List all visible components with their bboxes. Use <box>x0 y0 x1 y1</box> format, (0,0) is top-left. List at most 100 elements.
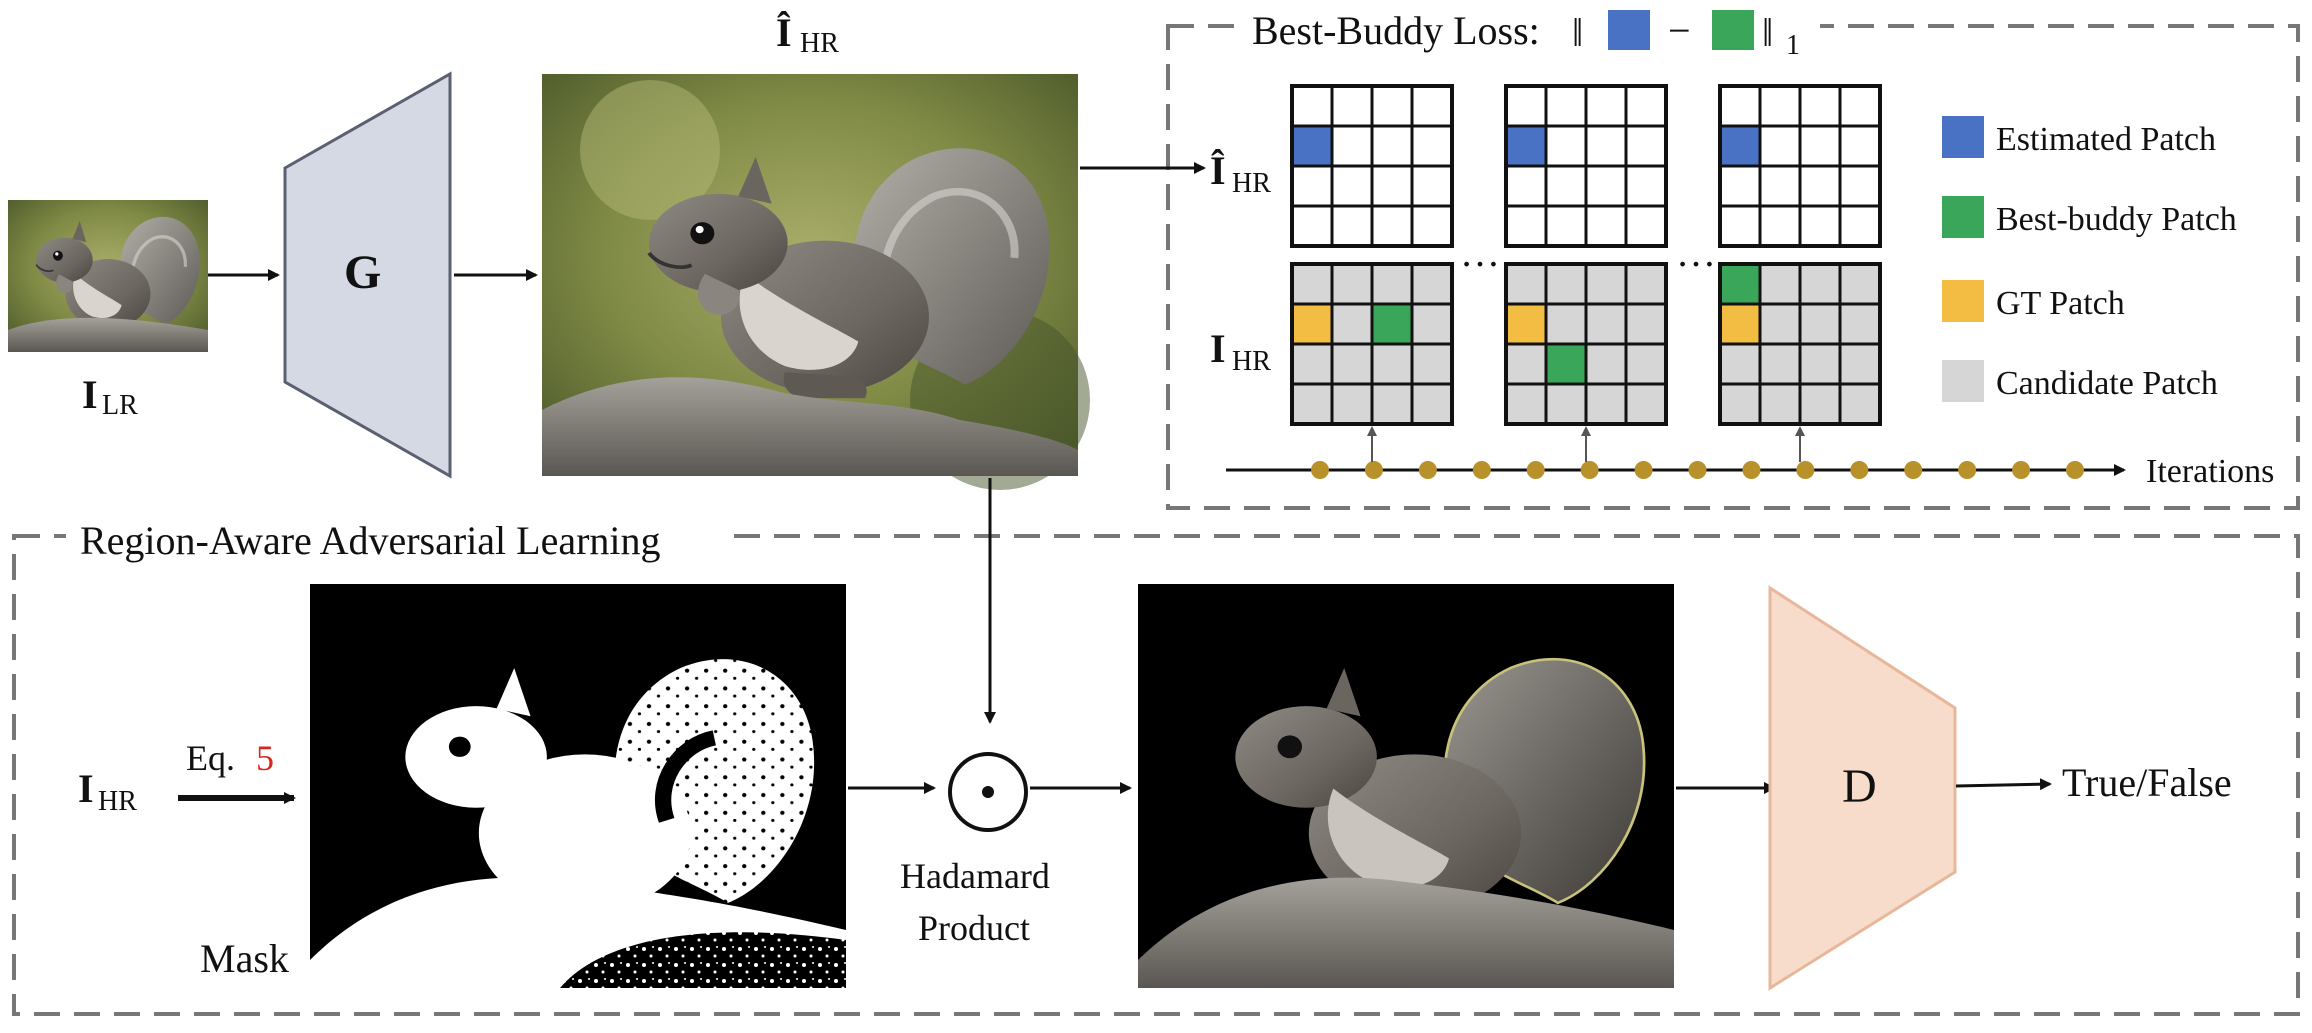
candidate-patch <box>1504 382 1548 426</box>
gt-patch <box>1504 302 1548 346</box>
mask-image <box>310 584 846 988</box>
candidate-patch <box>1624 382 1668 426</box>
title-estimated-patch-swatch <box>1608 10 1650 50</box>
candidate-patch <box>1370 382 1414 426</box>
empty-patch <box>1410 204 1454 248</box>
empty-patch <box>1410 164 1454 208</box>
grid-2-sr <box>1504 84 1668 248</box>
iteration-dot <box>1472 461 1491 479</box>
empty-patch <box>1290 164 1334 208</box>
candidate-patch <box>1544 302 1588 346</box>
ellipsis-1: … <box>1460 230 1500 275</box>
empty-patch <box>1544 124 1588 168</box>
empty-patch <box>1798 84 1842 128</box>
candidate-patch <box>1290 382 1334 426</box>
candidate-patch <box>1718 342 1762 386</box>
grid-outline <box>1504 262 1668 426</box>
sr-label: Î <box>776 10 792 55</box>
empty-patch <box>1504 164 1548 208</box>
empty-patch <box>1838 84 1882 128</box>
region-aware-title: Region-Aware Adversarial Learning <box>80 518 661 563</box>
candidate-patch <box>1798 342 1842 386</box>
empty-patch <box>1624 84 1668 128</box>
candidate-patch <box>1718 382 1762 426</box>
empty-patch <box>1330 124 1374 168</box>
hr-input-label: I <box>78 766 94 811</box>
candidate-patch <box>1624 262 1668 306</box>
grid-2-hr <box>1504 262 1668 426</box>
candidate-patch <box>1410 302 1454 346</box>
legend-label: Estimated Patch <box>1996 121 2216 158</box>
candidate-patch <box>1798 382 1842 426</box>
gt-patch <box>1290 302 1334 346</box>
region-aware-frame <box>12 534 2300 1016</box>
grid-1-hr <box>1290 262 1454 426</box>
empty-patch <box>1544 204 1588 248</box>
lr-label: I <box>82 372 98 417</box>
empty-patch <box>1290 84 1334 128</box>
candidate-patch <box>1370 262 1414 306</box>
best-buddy-patch <box>1370 302 1414 346</box>
grid-3-sr <box>1718 84 1882 248</box>
candidate-patch <box>1838 302 1882 346</box>
iteration-dot <box>1418 461 1437 479</box>
iteration-dot <box>2012 461 2031 479</box>
hadamard-label-line1: Hadamard <box>900 856 1050 896</box>
grid-outline <box>1290 84 1454 248</box>
empty-patch <box>1290 204 1334 248</box>
empty-patch <box>1624 124 1668 168</box>
grid-outline <box>1504 84 1668 248</box>
candidate-patch <box>1584 382 1628 426</box>
candidate-patch <box>1290 262 1334 306</box>
empty-patch <box>1758 204 1802 248</box>
iteration-dot <box>1364 461 1383 479</box>
candidate-patch <box>1370 342 1414 386</box>
iteration-dot <box>1688 461 1707 479</box>
empty-patch <box>1798 204 1842 248</box>
iteration-dot <box>1958 461 1977 479</box>
candidate-patch <box>1838 382 1882 426</box>
empty-patch <box>1758 164 1802 208</box>
iteration-dots <box>1311 426 2084 479</box>
candidate-patch <box>1584 302 1628 346</box>
empty-patch <box>1624 164 1668 208</box>
grid-row-bottom-label: I <box>1210 326 1226 371</box>
empty-patch <box>1798 164 1842 208</box>
candidate-patch <box>1410 382 1454 426</box>
gt-patch <box>1718 302 1762 346</box>
sr-image <box>542 74 1090 490</box>
candidate-patch <box>1544 382 1588 426</box>
candidate-patch <box>1798 302 1842 346</box>
empty-patch <box>1504 204 1548 248</box>
empty-patch <box>1584 124 1628 168</box>
iteration-dot <box>1904 461 1923 479</box>
grid-row-top-sub: HR <box>1232 168 1271 199</box>
ellipsis-2: … <box>1676 230 1716 275</box>
candidate-patch <box>1758 262 1802 306</box>
patch-grids <box>1290 84 1882 426</box>
empty-patch <box>1838 204 1882 248</box>
legend-label: GT Patch <box>1996 285 2125 322</box>
estimated-patch <box>1718 124 1762 168</box>
empty-patch <box>1330 164 1374 208</box>
legend-swatch <box>1942 196 1984 238</box>
lr-image <box>8 200 208 352</box>
grid-row-bottom-sub: HR <box>1232 346 1271 377</box>
legend-swatch <box>1942 360 1984 402</box>
empty-patch <box>1370 204 1414 248</box>
empty-patch <box>1584 204 1628 248</box>
empty-patch <box>1330 204 1374 248</box>
iteration-dot <box>1311 461 1329 479</box>
empty-patch <box>1718 204 1762 248</box>
empty-patch <box>1798 124 1842 168</box>
grid-row-top-label: Î <box>1210 148 1226 193</box>
candidate-patch <box>1410 342 1454 386</box>
grid-outline <box>1718 84 1882 248</box>
discriminator-block <box>1768 585 1957 991</box>
equation-number: 5 <box>256 738 274 778</box>
candidate-patch <box>1624 342 1668 386</box>
empty-patch <box>1838 124 1882 168</box>
iteration-dot <box>1580 461 1599 479</box>
sr-label-sub: HR <box>800 28 839 59</box>
candidate-patch <box>1544 262 1588 306</box>
